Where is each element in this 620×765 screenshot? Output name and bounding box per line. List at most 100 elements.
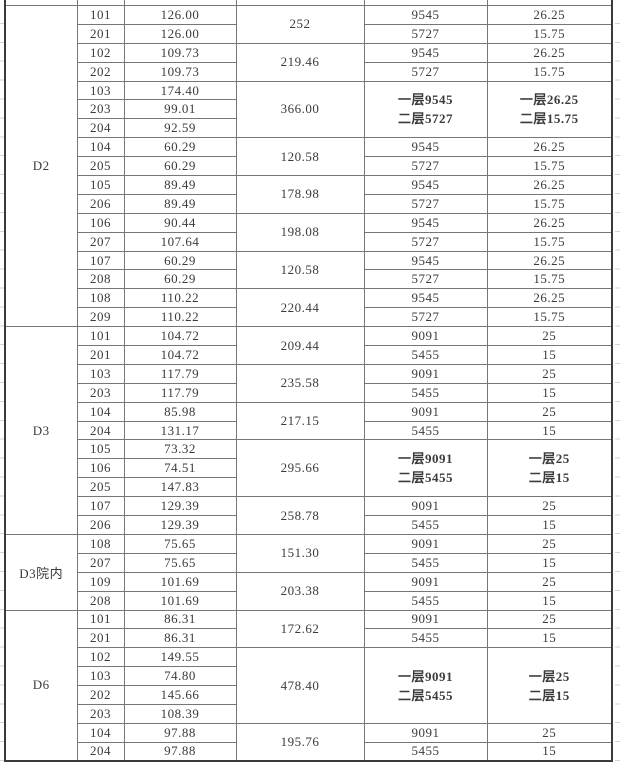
unit-number-cell: 102	[76, 42, 125, 63]
section-label: D3院内	[4, 533, 78, 611]
coefficient-cell: 25	[486, 571, 613, 592]
merged-price-line: 二层5455	[397, 470, 453, 486]
group-total-cell: 478.40	[235, 647, 365, 724]
merged-price-line: 一层9545	[397, 92, 453, 108]
price-cell: 9545	[363, 5, 488, 25]
area-value-cell: 110.22	[123, 307, 237, 328]
unit-number-cell: 106	[76, 212, 125, 233]
unit-number-cell: 205	[76, 156, 125, 177]
group-total-cell: 209.44	[235, 326, 365, 365]
coefficient-cell: 15.75	[486, 193, 613, 214]
merged-coefficient-line: 二层15	[528, 470, 570, 486]
area-value-cell: 73.32	[123, 439, 237, 460]
merged-price-cell: 一层9091 二层5455	[363, 647, 488, 724]
unit-number-cell: 104	[76, 137, 125, 158]
unit-number-cell: 107	[76, 250, 125, 271]
group-total-cell: 203.38	[235, 571, 365, 611]
table-row: 104 85.98 217.15 9091 25	[5, 401, 613, 441]
price-cell: 9091	[363, 401, 488, 422]
unit-number-cell: 108	[76, 288, 125, 309]
price-cell: 9545	[363, 212, 488, 233]
price-cell: 9091	[363, 722, 488, 743]
area-value-cell: 74.80	[123, 666, 237, 687]
unit-number-cell: 105	[76, 439, 125, 460]
table-row: 102 109.73 219.46 9545 26.25	[5, 42, 613, 82]
coefficient-cell: 25	[486, 496, 613, 517]
area-value-cell: 145.66	[123, 685, 237, 705]
table-row: D3 101 104.72 209.44 9091 25	[4, 326, 613, 535]
area-value-cell: 101.69	[123, 590, 237, 611]
unit-number-cell: 106	[76, 458, 125, 479]
coefficient-cell: 15	[486, 515, 613, 535]
table-row: D2 101 126.00 252 9545 26.25	[4, 4, 613, 328]
table-row: 105 73.32 295.66 一层9091 二层5455 一层25 二层15	[5, 439, 613, 498]
price-cell: 5727	[363, 307, 488, 328]
section-label: D3	[4, 326, 78, 535]
table-row: 204 97.88 5455 15	[5, 741, 613, 762]
price-cell: 9545	[363, 250, 488, 271]
coefficient-cell: 15	[486, 420, 613, 441]
coefficient-cell: 26.25	[486, 212, 613, 233]
area-value-cell: 92.59	[123, 118, 237, 139]
table-row: 206 89.49 5727 15.75	[5, 193, 613, 214]
coefficient-cell: 26.25	[486, 175, 613, 195]
area-value-cell: 147.83	[123, 477, 237, 498]
area-value-cell: 90.44	[123, 212, 237, 233]
price-cell: 9545	[363, 42, 488, 63]
table-row: 207 75.65 5455 15	[5, 552, 613, 573]
unit-number-cell: 204	[76, 741, 125, 762]
area-value-cell: 97.88	[123, 722, 237, 743]
area-value-cell: 75.65	[123, 552, 237, 573]
unit-number-cell: 203	[76, 382, 125, 403]
coefficient-cell: 15.75	[486, 269, 613, 290]
unit-number-cell: 207	[76, 552, 125, 573]
price-cell: 5455	[363, 515, 488, 535]
area-value-cell: 99.01	[123, 99, 237, 120]
area-value-cell: 108.39	[123, 703, 237, 724]
table-row: 103 74.80	[5, 666, 612, 687]
coefficient-cell: 15.75	[486, 307, 613, 328]
table-row: 104 97.88 195.76 9091 25	[5, 722, 613, 762]
merged-price-line: 一层9091	[397, 668, 453, 684]
coefficient-cell: 25	[486, 722, 613, 743]
price-cell: 5455	[363, 345, 488, 365]
table-row: 201 86.31 5455 15	[5, 628, 613, 649]
price-cell: 9091	[363, 326, 488, 347]
unit-number-cell: 204	[76, 420, 125, 441]
merged-coefficient-cell: 一层26.25 二层15.75	[486, 80, 613, 139]
unit-number-cell: 205	[76, 477, 125, 498]
area-value-cell: 60.29	[123, 156, 237, 177]
unit-number-cell: 109	[76, 571, 125, 592]
area-value-cell: 104.72	[123, 326, 237, 347]
unit-number-cell: 208	[76, 269, 125, 290]
area-value-cell: 85.98	[123, 401, 237, 422]
unit-number-cell: 206	[76, 515, 125, 535]
coefficient-cell: 15.75	[486, 23, 613, 44]
price-cell: 5455	[363, 552, 488, 573]
table-body: D2 101 126.00 252 9545 26.25 201 126.00 5727 15.7…	[4, 0, 613, 762]
price-cell: 5727	[363, 231, 488, 252]
area-value-cell: 126.00	[123, 23, 237, 44]
group-total-cell: 258.78	[235, 496, 365, 535]
group-total-cell: 120.58	[235, 137, 365, 177]
coefficient-cell: 15	[486, 382, 613, 403]
merged-price-cell: 一层9545 二层5727	[363, 80, 488, 139]
merged-coefficient-line: 一层26.25	[519, 92, 579, 108]
area-value-cell: 149.55	[123, 647, 237, 668]
price-cell: 9091	[363, 533, 488, 554]
price-cell: 5727	[363, 156, 488, 177]
table-row: 105 89.49 178.98 9545 26.25	[5, 175, 613, 214]
unit-number-cell: 202	[76, 685, 125, 705]
coefficient-cell: 26.25	[486, 5, 613, 25]
merged-coefficient-line: 一层25	[528, 451, 570, 467]
area-value-cell: 109.73	[123, 42, 237, 63]
sheet-gridlines-right	[615, 5, 620, 762]
price-cell: 9545	[363, 175, 488, 195]
unit-number-cell: 201	[76, 345, 125, 365]
coefficient-cell: 15.75	[486, 231, 613, 252]
group-total-cell: 178.98	[235, 175, 365, 214]
merged-coefficient-cell: 一层25 二层15	[486, 647, 613, 724]
area-value-cell: 60.29	[123, 250, 237, 271]
unit-number-cell: 104	[76, 401, 125, 422]
unit-number-cell: 208	[76, 590, 125, 611]
